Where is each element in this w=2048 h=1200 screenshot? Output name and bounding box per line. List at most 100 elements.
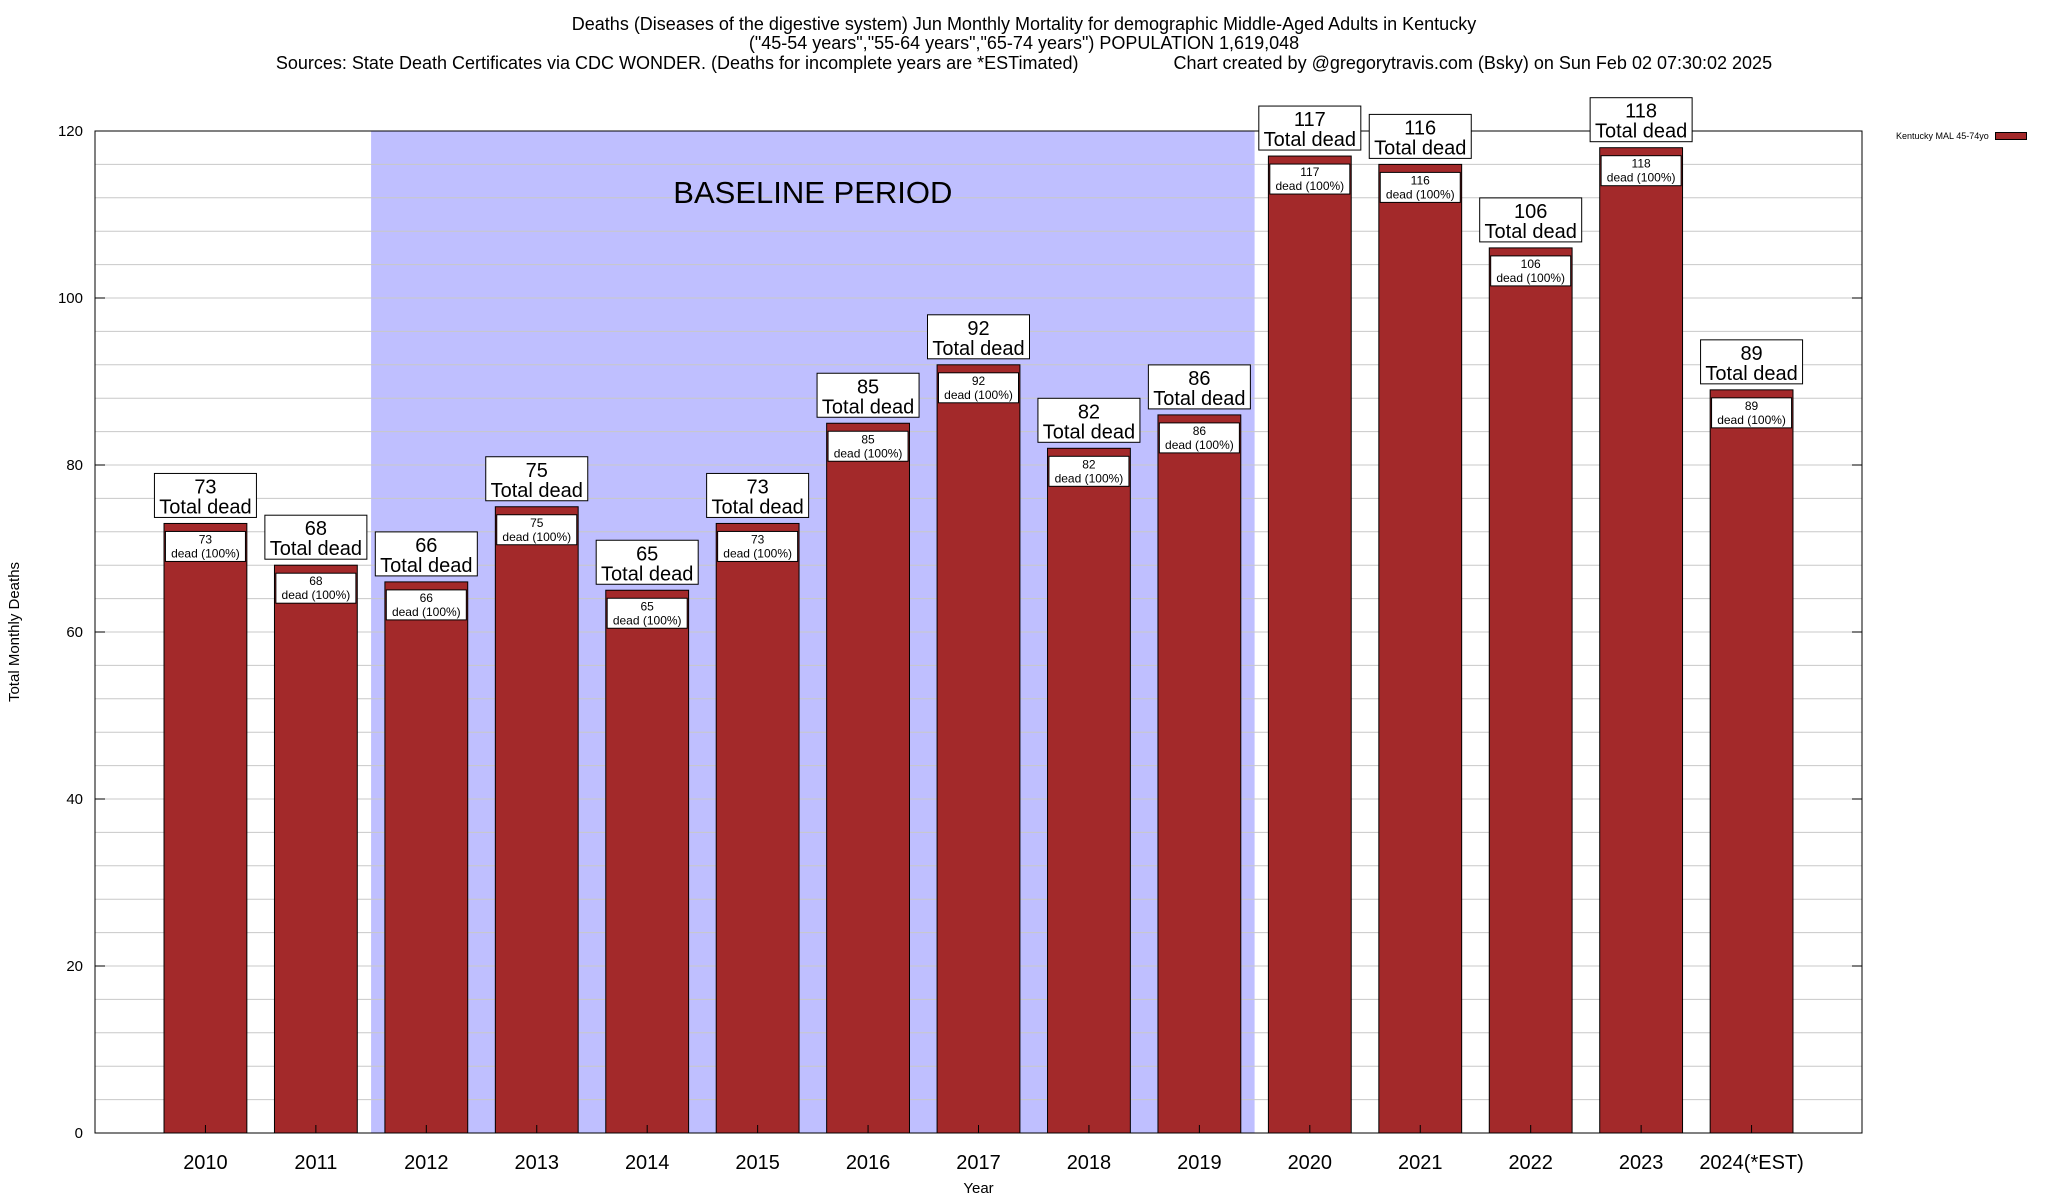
bar-total-text-label: Total dead xyxy=(159,496,251,518)
y-tick-label: 0 xyxy=(75,1125,83,1142)
x-axis-title: Year xyxy=(963,1180,993,1197)
y-tick-label: 80 xyxy=(66,457,83,474)
bar-total-label-box xyxy=(485,456,589,502)
bar-inner-percent-label: dead (100%) xyxy=(1386,187,1455,201)
x-tick-label: 2024(*EST) xyxy=(1699,1152,1804,1174)
chart-sources-line: Sources: State Death Certificates via CD… xyxy=(0,53,2048,73)
bar xyxy=(1047,447,1131,1134)
legend-swatch xyxy=(1994,132,2027,140)
bar-total-text-label: Total dead xyxy=(1374,137,1466,159)
x-tick-label: 2017 xyxy=(956,1152,1001,1174)
bar-inner-label-box xyxy=(1600,155,1682,187)
bar-total-label-box xyxy=(374,531,478,577)
bar-total-label-box xyxy=(706,472,810,518)
bar xyxy=(273,564,358,1134)
bar-inner-value-label: 82 xyxy=(1082,457,1096,471)
bar xyxy=(936,364,1021,1134)
bar-total-label-box xyxy=(1479,197,1583,243)
bar-total-text-label: Total dead xyxy=(1485,221,1577,243)
baseline-period-label: BASELINE PERIOD xyxy=(673,175,952,210)
bar-total-label-box xyxy=(1589,97,1693,143)
bar-inner-value-label: 85 xyxy=(861,432,875,446)
bar-inner-label-box xyxy=(1490,255,1572,287)
bar-total-value-label: 85 xyxy=(857,376,879,398)
bar-inner-value-label: 89 xyxy=(1745,399,1759,413)
bar xyxy=(1709,389,1794,1134)
bar-inner-label-box xyxy=(827,430,909,462)
bar-total-text-label: Total dead xyxy=(380,555,472,577)
bar-total-value-label: 73 xyxy=(747,476,769,498)
x-tick-label: 2019 xyxy=(1177,1152,1222,1174)
bar-total-text-label: Total dead xyxy=(1153,388,1245,410)
bar-inner-percent-label: dead (100%) xyxy=(502,530,571,544)
bar-total-label-box xyxy=(1700,339,1804,385)
y-tick-label: 40 xyxy=(66,791,83,808)
bar-inner-label-box xyxy=(496,514,578,546)
x-tick-label: 2014 xyxy=(625,1152,670,1174)
bar-total-text-label: Total dead xyxy=(822,396,914,418)
y-tick-label: 120 xyxy=(58,123,83,140)
bar-inner-percent-label: dead (100%) xyxy=(171,546,240,560)
bar-inner-percent-label: dead (100%) xyxy=(1165,438,1234,452)
bar-total-text-label: Total dead xyxy=(711,496,803,518)
bar-total-text-label: Total dead xyxy=(601,563,693,585)
bar-inner-value-label: 86 xyxy=(1193,424,1207,438)
x-tick-label: 2023 xyxy=(1619,1152,1664,1174)
bar-inner-label-box xyxy=(1379,171,1461,203)
legend: Kentucky MAL 45-74yo xyxy=(1896,131,2027,141)
y-tick-label: 100 xyxy=(58,290,83,307)
bar-total-label-box xyxy=(927,314,1030,360)
bar-inner-percent-label: dead (100%) xyxy=(1496,271,1565,285)
bar xyxy=(1599,147,1684,1134)
bar-total-value-label: 89 xyxy=(1740,343,1762,365)
bar-total-text-label: Total dead xyxy=(491,480,583,502)
bar-inner-percent-label: dead (100%) xyxy=(723,546,792,560)
bar-inner-value-label: 75 xyxy=(530,516,544,530)
bar xyxy=(826,422,910,1134)
bar-total-value-label: 65 xyxy=(636,543,658,565)
bar-total-text-label: Total dead xyxy=(1705,363,1797,385)
bar-inner-label-box xyxy=(1269,163,1351,195)
bar-inner-label-box xyxy=(717,530,799,562)
bar xyxy=(163,522,248,1134)
bar-total-label-box xyxy=(264,514,368,560)
x-tick-label: 2021 xyxy=(1398,1152,1443,1174)
bar-total-value-label: 106 xyxy=(1514,201,1547,223)
bar-inner-value-label: 92 xyxy=(972,374,986,388)
bar xyxy=(1267,155,1352,1134)
bar-total-text-label: Total dead xyxy=(1043,421,1135,443)
legend-label: Kentucky MAL 45-74yo xyxy=(1896,131,1989,141)
x-tick-label: 2012 xyxy=(404,1152,449,1174)
chart-title: Deaths (Diseases of the digestive system… xyxy=(571,14,1477,34)
bar-total-label-box xyxy=(153,472,257,518)
bar-inner-percent-label: dead (100%) xyxy=(1717,413,1786,427)
bar-total-value-label: 73 xyxy=(194,476,216,498)
bar-total-label-box xyxy=(1258,105,1362,151)
bar-total-text-label: Total dead xyxy=(270,538,362,560)
credit-text: Chart created by @gregorytravis.com (Bsk… xyxy=(1173,53,1773,73)
x-tick-label: 2016 xyxy=(846,1152,891,1174)
x-tick-label: 2018 xyxy=(1067,1152,1112,1174)
bar-inner-percent-label: dead (100%) xyxy=(282,588,351,602)
bar-inner-value-label: 65 xyxy=(641,599,655,613)
bar-inner-value-label: 116 xyxy=(1411,173,1430,187)
bar xyxy=(715,522,800,1134)
bar-total-value-label: 92 xyxy=(967,318,989,340)
x-tick-label: 2022 xyxy=(1508,1152,1553,1174)
bar xyxy=(494,506,579,1134)
bar-total-text-label: Total dead xyxy=(932,338,1024,360)
x-tick-label: 2013 xyxy=(515,1152,560,1174)
bar-inner-percent-label: dead (100%) xyxy=(944,388,1013,402)
bar-total-label-box xyxy=(1147,364,1251,410)
bar xyxy=(1488,247,1573,1134)
bar-inner-label-box xyxy=(385,589,467,621)
sources-text: Sources: State Death Certificates via CD… xyxy=(275,53,1079,73)
x-tick-label: 2011 xyxy=(294,1152,337,1174)
bar-inner-value-label: 117 xyxy=(1300,165,1319,179)
bar-inner-label-box xyxy=(164,530,246,562)
bar-total-label-box xyxy=(1368,113,1472,159)
bar-total-value-label: 116 xyxy=(1404,117,1436,139)
bar-inner-label-box xyxy=(275,572,357,604)
bar-inner-value-label: 68 xyxy=(309,574,323,588)
